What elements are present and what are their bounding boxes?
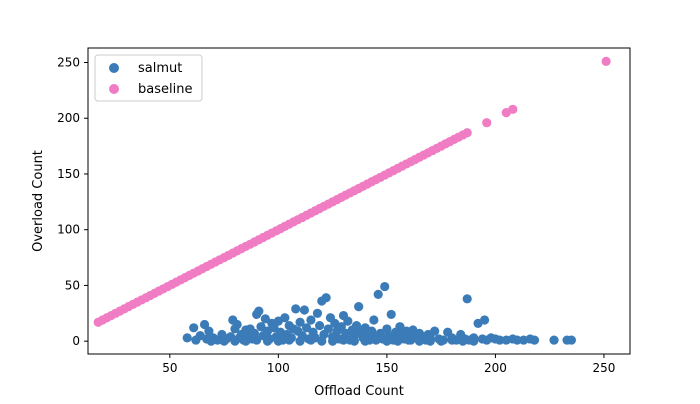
data-point-salmut — [462, 294, 472, 304]
data-point-salmut — [425, 336, 435, 346]
data-point-baseline — [601, 56, 611, 66]
series-baseline — [93, 56, 611, 327]
data-point-salmut — [414, 336, 425, 346]
data-point-salmut — [386, 309, 396, 320]
data-point-salmut — [252, 335, 262, 345]
data-point-salmut — [382, 336, 392, 346]
data-point-salmut — [566, 335, 576, 345]
data-point-salmut — [256, 322, 266, 332]
data-point-salmut — [479, 315, 490, 325]
data-point-salmut — [349, 336, 359, 346]
data-point-salmut — [299, 305, 310, 315]
x-tick-label: 50 — [162, 361, 177, 375]
data-point-baseline — [508, 104, 518, 114]
data-point-salmut — [269, 323, 279, 333]
data-point-salmut — [219, 336, 229, 346]
data-point-salmut — [395, 322, 405, 332]
data-point-salmut — [393, 336, 403, 346]
data-point-salmut — [317, 336, 327, 346]
x-tick-label: 150 — [375, 361, 398, 375]
data-point-salmut — [254, 306, 264, 316]
data-point-salmut — [529, 335, 540, 345]
y-tick-label: 250 — [57, 55, 80, 69]
data-point-baseline — [462, 128, 472, 138]
y-axis: 0 50 100 150 200 250 — [57, 55, 88, 348]
y-axis-label: Overload Count — [31, 150, 46, 252]
data-point-salmut — [241, 336, 251, 346]
plot-frame — [87, 47, 631, 355]
y-tick-label: 0 — [72, 334, 80, 348]
data-point-salmut — [273, 336, 283, 346]
data-point-salmut — [291, 304, 301, 314]
data-point-salmut — [354, 302, 364, 312]
data-point-salmut — [284, 335, 294, 345]
data-point-salmut — [315, 320, 325, 331]
data-point-salmut — [189, 323, 199, 333]
data-point-baseline — [482, 118, 492, 128]
data-point-salmut — [360, 336, 370, 346]
x-tick-label: 100 — [267, 361, 290, 375]
data-point-salmut — [351, 320, 362, 331]
data-point-salmut — [549, 335, 559, 345]
data-point-salmut — [430, 326, 440, 336]
data-point-salmut — [280, 313, 290, 323]
data-point-salmut — [328, 336, 338, 346]
x-axis-label: Offload Count — [314, 384, 404, 399]
legend: salmut baseline — [94, 54, 203, 102]
data-point-salmut — [204, 326, 214, 336]
data-point-salmut — [495, 335, 505, 345]
data-point-salmut — [404, 335, 414, 345]
data-point-salmut — [458, 336, 468, 346]
legend-label-salmut: salmut — [138, 61, 182, 76]
data-point-salmut — [336, 322, 346, 332]
data-point-salmut — [447, 335, 457, 345]
data-point-salmut — [295, 336, 305, 346]
data-point-salmut — [380, 281, 390, 292]
legend-label-baseline: baseline — [138, 82, 192, 97]
data-point-salmut — [323, 324, 333, 334]
x-tick-label: 200 — [484, 361, 507, 375]
data-point-salmut — [232, 319, 242, 330]
y-tick-label: 50 — [65, 278, 80, 292]
series-salmut — [182, 281, 576, 346]
data-point-salmut — [371, 335, 381, 345]
data-point-salmut — [199, 319, 210, 330]
legend-marker-baseline — [109, 84, 119, 94]
data-point-salmut — [182, 333, 192, 343]
legend-box — [94, 54, 203, 102]
data-point-salmut — [343, 316, 353, 326]
data-point-salmut — [369, 315, 379, 325]
data-point-salmut — [306, 335, 316, 345]
data-point-salmut — [321, 293, 331, 303]
data-point-salmut — [260, 314, 270, 324]
x-axis: 50 100 150 200 250 — [162, 354, 615, 375]
x-tick-label: 250 — [592, 361, 615, 375]
data-point-salmut — [301, 323, 312, 333]
data-point-salmut — [436, 336, 446, 346]
y-tick-label: 150 — [57, 167, 80, 181]
y-tick-label: 200 — [57, 111, 80, 125]
data-point-salmut — [191, 335, 201, 345]
y-tick-label: 100 — [57, 223, 80, 237]
data-point-salmut — [512, 335, 522, 345]
data-point-salmut — [338, 335, 349, 345]
data-point-salmut — [373, 289, 383, 299]
data-point-salmut — [312, 308, 323, 318]
data-point-salmut — [295, 317, 305, 327]
data-point-salmut — [262, 336, 273, 346]
data-point-salmut — [469, 336, 479, 346]
data-point-salmut — [306, 315, 316, 325]
data-point-salmut — [230, 336, 240, 346]
legend-marker-salmut — [109, 63, 119, 73]
data-point-salmut — [206, 336, 216, 346]
